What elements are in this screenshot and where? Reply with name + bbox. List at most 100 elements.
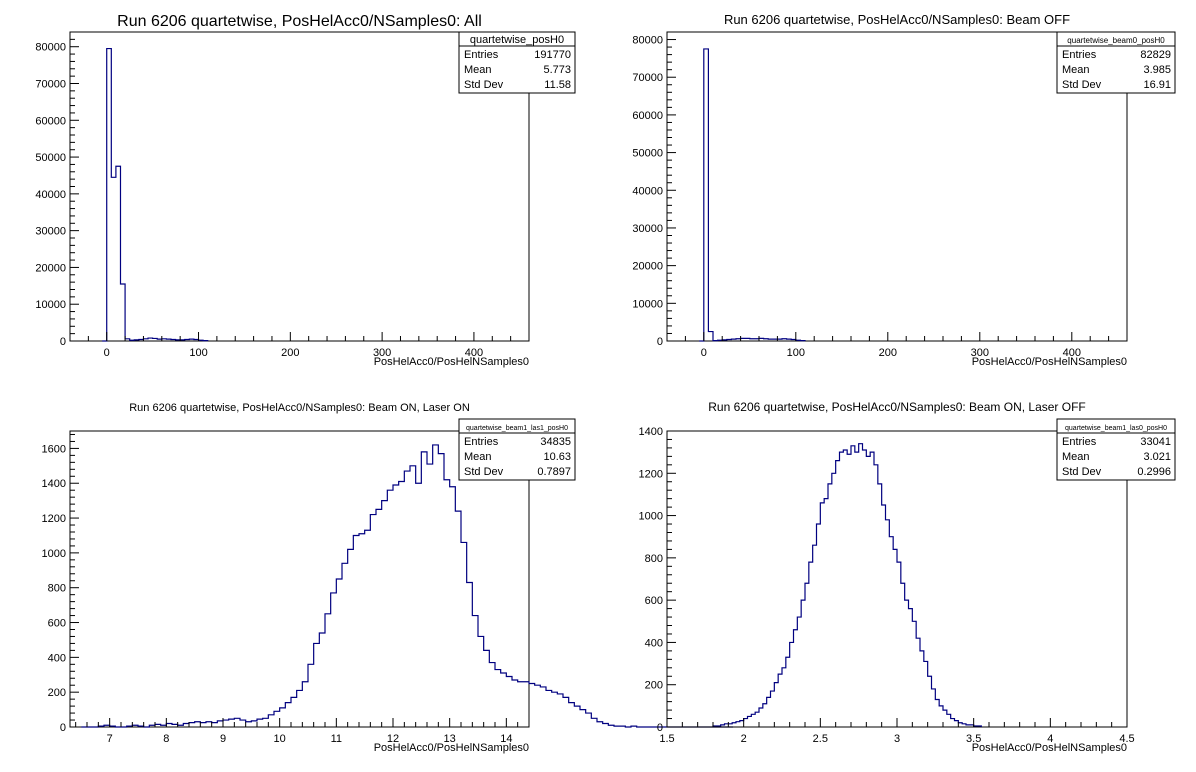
y-tick-label: 800: [48, 583, 66, 595]
x-axis-label: PosHelAcc0/PosHelNSamples0: [374, 356, 529, 368]
y-tick-label: 70000: [35, 79, 66, 91]
stats-box: quartetwise_beam0_posH0 Entries 82829 Mean 3…: [1056, 31, 1176, 94]
stats-row-value: 11.58: [544, 79, 571, 91]
stats-row-value: 33041: [1140, 436, 1171, 448]
y-tick-label: 20000: [632, 261, 663, 273]
y-tick-label: 1200: [639, 468, 663, 480]
histogram-pad-2: Run 6206 quartetwise, PosHelAcc0/NSample…: [632, 12, 1176, 368]
x-tick-label: 100: [787, 347, 805, 359]
stats-row-label: Std Dev: [464, 466, 504, 478]
chart-title: Run 6206 quartetwise, PosHelAcc0/NSample…: [724, 12, 1070, 27]
x-tick-label: 11: [331, 733, 342, 745]
y-tick-label: 200: [645, 680, 663, 692]
y-tick-label: 600: [645, 595, 663, 607]
stats-box-title: quartetwise_beam0_posH0: [1067, 36, 1165, 45]
chart-title: Run 6206 quartetwise, PosHelAcc0/NSample…: [708, 400, 1086, 414]
y-tick-label: 10000: [35, 299, 66, 311]
stats-row-label: Mean: [464, 64, 492, 76]
x-tick-label: 4: [1047, 733, 1053, 745]
y-tick-label: 1400: [639, 426, 663, 438]
x-tick-label: 400: [465, 347, 483, 359]
stats-row-label: Entries: [464, 436, 499, 448]
stats-row-label: Mean: [1062, 64, 1090, 76]
stats-box-frame: [458, 31, 576, 94]
stats-row-label: Entries: [1062, 436, 1097, 448]
x-tick-label: 7: [107, 733, 113, 745]
x-tick-label: 3.5: [966, 733, 981, 745]
x-tick-label: 13: [444, 733, 456, 745]
stats-row-label: Entries: [464, 49, 499, 61]
y-tick-label: 30000: [35, 226, 66, 238]
histogram-series: [712, 443, 982, 727]
stats-row-label: Mean: [1062, 451, 1090, 463]
x-tick-label: 4.5: [1119, 733, 1134, 745]
x-tick-label: 400: [1063, 347, 1081, 359]
x-tick-label: 0: [701, 347, 707, 359]
histogram-pad-3: Run 6206 quartetwise, PosHelAcc0/NSample…: [42, 402, 733, 754]
plot-frame: [69, 430, 530, 728]
stats-box-title: quartetwise_beam1_las0_posH0: [1065, 425, 1167, 432]
stats-box: quartetwise_posH0 Entries 191770 Mean 5.773 S…: [458, 31, 576, 94]
x-tick-label: 1.5: [659, 733, 674, 745]
y-tick-label: 1200: [42, 513, 66, 525]
y-tick-label: 50000: [632, 148, 663, 160]
x-tick-label: 200: [281, 347, 299, 359]
y-tick-label: 20000: [35, 262, 66, 274]
y-tick-label: 1000: [42, 548, 66, 560]
y-tick-label: 40000: [632, 185, 663, 197]
x-tick-label: 300: [971, 347, 989, 359]
x-tick-label: 2: [741, 733, 747, 745]
y-tick-label: 0: [60, 336, 66, 348]
stats-row-label: Std Dev: [1062, 466, 1102, 478]
y-tick-label: 1400: [42, 478, 66, 490]
plot-frame: [666, 31, 1128, 342]
stats-row-value: 0.2996: [1137, 466, 1171, 478]
y-tick-label: 30000: [632, 223, 663, 235]
x-tick-label: 3: [894, 733, 900, 745]
x-axis-label: PosHelAcc0/PosHelNSamples0: [972, 742, 1127, 754]
y-tick-label: 600: [48, 618, 66, 630]
stats-box-title: quartetwise_posH0: [470, 34, 564, 46]
x-axis-label: PosHelAcc0/PosHelNSamples0: [374, 742, 529, 754]
stats-row-label: Entries: [1062, 49, 1097, 61]
stats-row-value: 16.91: [1143, 79, 1171, 91]
stats-box-frame: [1056, 31, 1176, 94]
y-tick-label: 80000: [632, 35, 663, 47]
y-tick-label: 50000: [35, 152, 66, 164]
histogram-series: [81, 444, 733, 728]
x-tick-label: 200: [879, 347, 897, 359]
y-tick-label: 0: [657, 336, 663, 348]
x-tick-label: 10: [274, 733, 286, 745]
y-tick-label: 40000: [35, 189, 66, 201]
stats-row-value: 3.985: [1143, 64, 1171, 76]
y-tick-label: 60000: [632, 110, 663, 122]
stats-row-label: Mean: [464, 451, 492, 463]
y-tick-label: 0: [657, 722, 663, 734]
x-axis-label: PosHelAcc0/PosHelNSamples0: [972, 356, 1127, 368]
stats-box-frame: [458, 418, 576, 481]
histogram-pad-1: Run 6206 quartetwise, PosHelAcc0/NSample…: [35, 13, 576, 368]
y-tick-label: 800: [645, 553, 663, 565]
x-tick-label: 100: [189, 347, 207, 359]
y-tick-label: 200: [48, 687, 66, 699]
x-tick-label: 14: [500, 733, 512, 745]
x-tick-label: 9: [220, 733, 226, 745]
stats-box: quartetwise_beam1_las0_posH0 Entries 33041…: [1056, 418, 1176, 481]
y-tick-label: 1000: [639, 511, 663, 523]
stats-row-label: Std Dev: [1062, 79, 1102, 91]
histogram-series: [699, 48, 806, 342]
stats-box-title: quartetwise_beam1_las1_posH0: [466, 425, 568, 432]
y-tick-label: 80000: [35, 42, 66, 54]
x-tick-label: 2.5: [813, 733, 828, 745]
stats-box-frame: [1056, 418, 1176, 481]
y-tick-label: 1600: [42, 443, 66, 455]
stats-row-value: 10.63: [543, 451, 571, 463]
histogram-pad-4: Run 6206 quartetwise, PosHelAcc0/NSample…: [639, 400, 1176, 754]
stats-row-value: 0.7897: [537, 466, 571, 478]
y-tick-label: 0: [60, 722, 66, 734]
y-tick-label: 400: [645, 637, 663, 649]
stats-row-value: 5.773: [543, 64, 571, 76]
stats-row-value: 191770: [534, 49, 571, 61]
stats-row-value: 34835: [540, 436, 571, 448]
